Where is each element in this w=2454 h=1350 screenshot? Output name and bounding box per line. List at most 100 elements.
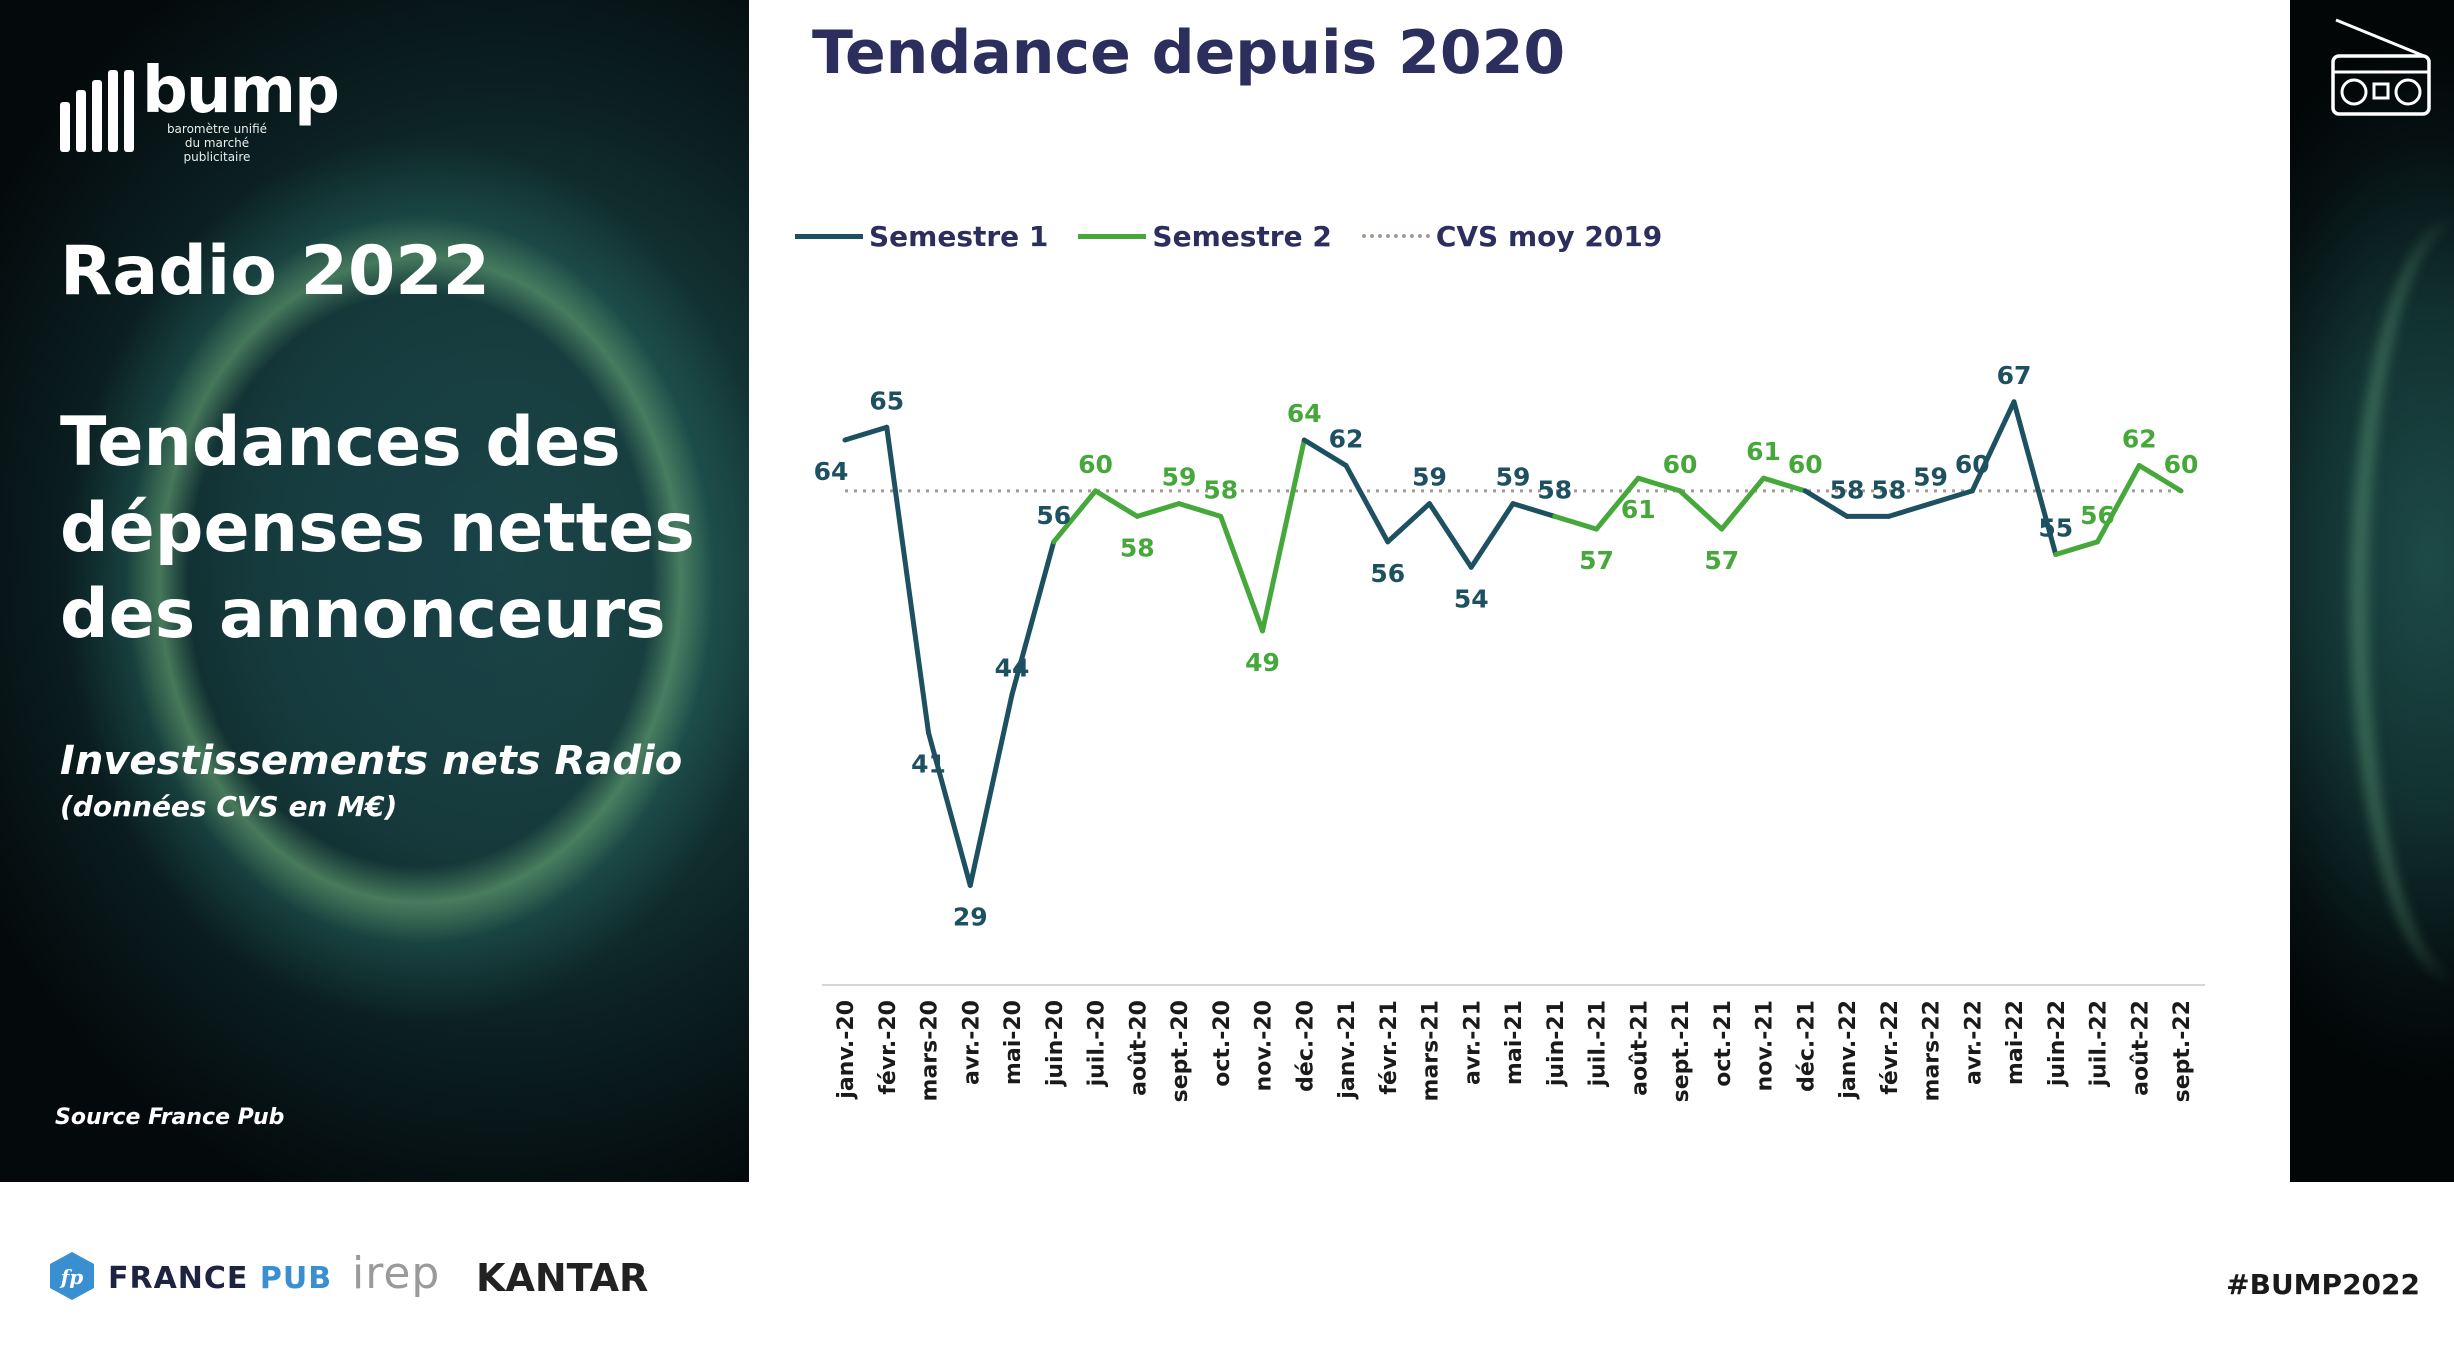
data-label: 58 [1871,475,1906,504]
kantar-logo: KANTAR [476,1256,649,1300]
series-segment [2011,399,2059,558]
france-pub-name-a: FRANCE [108,1261,249,1296]
data-label: 41 [911,750,946,779]
data-label: 65 [869,386,904,415]
main-title-line-3: des annonceurs [60,575,666,654]
source-note: Source France Pub [55,1105,285,1130]
data-label: 62 [1329,424,1364,453]
x-tick-label: oct.-20 [1210,1000,1235,1087]
x-tick-label: avr.-21 [1460,1000,1485,1085]
legend-label-semestre-1: Semestre 1 [869,219,1049,253]
legend-label-cvs: CVS moy 2019 [1435,219,1663,253]
footer: fp FRANCE PUB irep KANTAR #BUMP2022 [0,1182,2454,1350]
x-tick-label: nov.-20 [1252,1000,1277,1091]
series-segment [1510,501,1558,519]
series-segment [1969,399,2017,494]
data-label: 64 [814,457,849,486]
x-tick-label: janv.-20 [834,1000,859,1100]
series-segment [1260,437,1307,634]
series-segment [1719,475,1766,532]
x-tick-label: août-21 [1627,1000,1652,1096]
series-segment [1677,488,1725,532]
left-panel: bump baromètre unifié du marché publicit… [0,0,749,1182]
series-segment [2095,462,2142,545]
x-tick-label: oct.-21 [1711,1000,1736,1087]
x-tick-label: sept.-20 [1168,1000,1193,1102]
data-label: 59 [1412,463,1447,492]
legend-label-semestre-2: Semestre 2 [1152,219,1332,253]
data-label: 44 [995,654,1030,683]
france-pub-logo-text: fp [59,1265,84,1289]
data-label: 59 [1496,463,1531,492]
series-segment [1093,488,1140,519]
data-label: 56 [1036,501,1071,530]
x-tick-label: mai-20 [1001,1000,1026,1085]
series-segment [1468,501,1516,570]
data-label: 58 [1830,475,1865,504]
data-label: 60 [1663,450,1698,479]
series-segment [967,692,1015,888]
main-title-line-1: Tendances des [60,403,621,482]
series-segment [842,424,890,443]
legend-item-semestre-1: Semestre 1 [795,220,1048,253]
series-segment [1594,475,1641,532]
bump-logo: bump baromètre unifié du marché publicit… [60,54,360,164]
data-label: 49 [1245,648,1280,677]
x-tick-label: août-20 [1126,1000,1151,1096]
x-tick-label: févr.-22 [1878,1000,1903,1095]
series-segment [1635,475,1683,494]
section-title: Radio 2022 [60,232,490,311]
x-tick-label: déc.-21 [1794,1000,1819,1092]
x-tick-label: mars-21 [1419,1000,1444,1101]
chart-title: Tendance depuis 2020 [812,18,1566,88]
data-label: 29 [953,902,988,931]
data-label: 60 [1955,450,1990,479]
series-segment [1928,488,1975,507]
x-tick-label: mars-20 [918,1000,943,1101]
x-tick-label: avr.-22 [1961,1000,1986,1085]
data-label: 60 [1078,450,1113,479]
series-segment [2136,462,2184,494]
x-tick-label: août-22 [2128,1000,2153,1096]
series-segment [1134,501,1182,519]
x-tick-label: mai-21 [1502,1000,1527,1085]
x-tick-label: juin-21 [1544,1000,1569,1087]
series-segment [1886,501,1933,519]
brand-name: bump [142,54,340,128]
hashtag: #BUMP2022 [2226,1268,2420,1301]
data-label: 55 [2038,514,2073,543]
x-tick-label: juil.-20 [1085,1000,1110,1087]
series-segment [1761,475,1808,494]
series-segment [926,730,973,888]
x-tick-label: juil.-22 [2087,1000,2112,1087]
legend-swatch-cvs [1361,234,1430,238]
legend-item-cvs: CVS moy 2019 [1361,219,1663,253]
data-label: 54 [1454,584,1489,613]
x-tick-label: juil.-21 [1586,1000,1611,1087]
data-label: 61 [1621,495,1656,524]
series-segment [1802,488,1850,519]
x-tick-label: févr.-21 [1377,1000,1402,1095]
main-title-line-2: dépenses nettes [60,489,695,568]
series-segment [884,424,931,736]
x-tick-label: mars-22 [1920,1000,1945,1101]
x-tick-label: janv.-22 [1836,1000,1861,1100]
x-tick-label: mai-22 [2003,1000,2028,1085]
x-tick-label: avr.-20 [959,1000,984,1085]
data-label: 57 [1704,546,1739,575]
x-tick-label: déc.-20 [1293,1000,1318,1092]
brand-tagline-2: du marché publicitaire [183,136,251,164]
legend-item-semestre-2: Semestre 2 [1078,219,1332,253]
x-tick-label: févr.-20 [876,1000,901,1095]
x-tick-label: juin-22 [2045,1000,2070,1087]
subtitle-note: (données CVS en M€) [60,790,398,823]
irep-logo: irep [352,1248,441,1299]
x-tick-label: sept.-21 [1669,1000,1694,1102]
data-label: 59 [1913,463,1948,492]
data-label: 58 [1120,533,1155,562]
series-segment [1218,513,1265,634]
x-tick-label: janv.-21 [1335,1000,1360,1100]
data-label: 58 [1203,475,1238,504]
series-segment [2053,539,2100,558]
